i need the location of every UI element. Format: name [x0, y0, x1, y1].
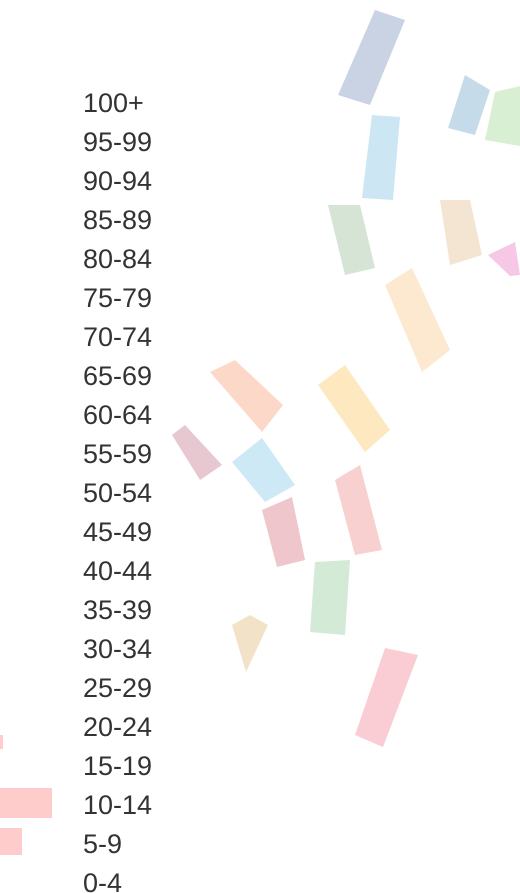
arc-segment — [362, 115, 400, 200]
age-label: 80-84 — [83, 244, 152, 274]
age-label: 90-94 — [83, 166, 152, 196]
arc-segment — [485, 86, 520, 146]
arc-segment — [262, 497, 305, 567]
age-label: 50-54 — [83, 478, 152, 508]
age-label: 65-69 — [83, 361, 152, 391]
decoration — [0, 10, 520, 855]
age-label: 95-99 — [83, 127, 152, 157]
age-label: 35-39 — [83, 595, 152, 625]
arc-segment — [232, 615, 268, 672]
arc-segment — [310, 560, 350, 635]
age-label: 15-19 — [83, 751, 152, 781]
arc-segment — [440, 200, 482, 265]
age-label: 85-89 — [83, 205, 152, 235]
age-label: 75-79 — [83, 283, 152, 313]
age-label: 70-74 — [83, 322, 152, 352]
age-label: 30-34 — [83, 634, 152, 664]
arc-segment — [328, 205, 375, 275]
arc-segment — [355, 648, 418, 747]
arc-segment — [210, 360, 283, 432]
age-label: 45-49 — [83, 517, 152, 547]
arc-segment — [172, 425, 222, 480]
arc-segment — [232, 438, 295, 502]
age-label: 60-64 — [83, 400, 152, 430]
age-label: 10-14 — [83, 790, 152, 820]
arc-segment — [338, 10, 405, 105]
bar-fragment — [0, 828, 22, 855]
age-label: 40-44 — [83, 556, 152, 586]
arc-segment — [448, 75, 490, 135]
arc-segment — [488, 242, 520, 276]
arc-segment — [335, 465, 382, 555]
age-label: 100+ — [83, 88, 144, 118]
age-label: 5-9 — [83, 829, 122, 859]
arc-segment — [318, 365, 390, 452]
age-labels: 100+ 95-99 90-94 85-89 80-84 75-79 70-74 65-69 6… — [83, 88, 152, 893]
age-label: 55-59 — [83, 439, 152, 469]
arc-segment — [385, 268, 450, 372]
age-label: 0-4 — [83, 868, 122, 893]
age-label: 25-29 — [83, 673, 152, 703]
bar-fragment — [0, 788, 52, 818]
age-label: 20-24 — [83, 712, 152, 742]
bar-fragment — [0, 735, 3, 749]
